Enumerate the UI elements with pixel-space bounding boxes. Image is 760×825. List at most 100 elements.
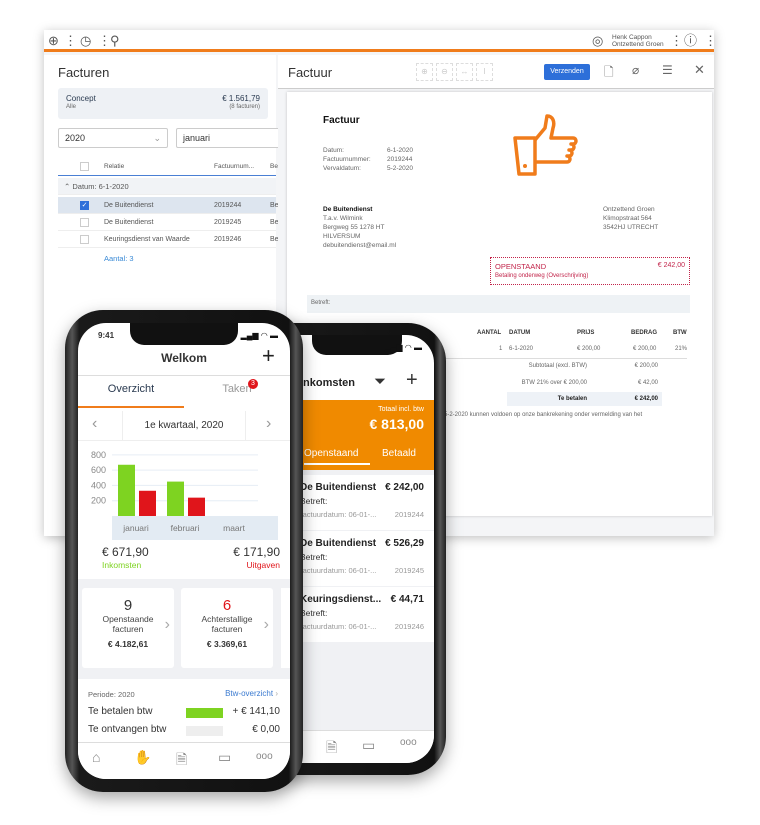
fit-height-icon[interactable]: I — [476, 63, 493, 81]
column-b[interactable]: Be — [270, 163, 278, 170]
period-label: 1e kwartaal, 2020 — [122, 411, 246, 441]
status-badge: OPENSTAAND € 242,00 Betaling onderweg (O… — [490, 257, 690, 285]
row-checkbox[interactable] — [80, 218, 89, 227]
invoice-heading: Factuur — [323, 115, 360, 126]
help-icon[interactable]: ⓘ — [684, 33, 698, 48]
y-tick-label: 600 — [91, 465, 106, 475]
top-toolbar: ⊕ ⋮ ◷ ⋮ ⚲ ◎ Henk Cappon Ontzettend Groen… — [44, 30, 714, 52]
item-name: Keuringsdienst... — [300, 594, 382, 605]
vat-pay-bar — [186, 708, 223, 718]
y-tick-label: 800 — [91, 450, 106, 460]
preview-icon[interactable]: 🗋 — [604, 65, 614, 79]
expense-label: Uitgaven — [246, 560, 280, 570]
concept-count: (8 facturen) — [229, 104, 260, 110]
detail-title: Factuur — [288, 65, 333, 80]
group-header[interactable]: ⌃ Datum: 6-1-2020 — [58, 178, 276, 195]
send-button[interactable]: Verzenden — [544, 64, 590, 80]
tab-overzicht[interactable]: Overzicht — [78, 383, 184, 408]
clock-icon[interactable]: ◷ — [80, 33, 92, 48]
row-checkbox[interactable] — [80, 235, 89, 244]
close-icon[interactable]: ✕ — [694, 62, 705, 77]
add-icon[interactable]: + — [262, 343, 275, 368]
filter-icon[interactable]: ⏷ — [374, 373, 387, 390]
sender-address: Ontzettend Groen Klimopstraat 564 3542HJ U… — [603, 206, 659, 231]
user-icon[interactable]: ◎ — [592, 33, 604, 48]
item-betreft: Betreft: — [300, 552, 328, 562]
y-tick-label: 200 — [91, 496, 106, 506]
user-name: Henk Cappon — [612, 34, 652, 41]
list-icon[interactable]: ☰ — [662, 63, 673, 77]
recipient-address: De Buitendienst T.a.v. Wilmink Bergweg 55 … — [323, 206, 397, 249]
select-all-checkbox[interactable] — [80, 162, 89, 171]
prev-period-button[interactable]: ‹ — [92, 415, 98, 432]
chevron-right-icon: › — [164, 616, 170, 633]
year-select[interactable]: 2020 ⌄ — [58, 128, 168, 148]
item-amount: € 44,71 — [390, 594, 424, 605]
next-period-button[interactable]: › — [266, 415, 272, 432]
income-icon[interactable]: ✋ — [134, 749, 152, 765]
phone-overview: 9:41 ▂▄▆ ◠ ▬ Welkom + Overzicht Taken 3 … — [65, 310, 303, 792]
more-icon[interactable]: ⋮ — [64, 33, 77, 48]
more-icon[interactable]: ooo — [256, 751, 273, 762]
invoice-icon[interactable]: 🗎 — [326, 739, 338, 755]
vat-pay-label: Te betalen btw — [88, 706, 153, 717]
screen-title: Welkom — [161, 351, 207, 365]
more-icon[interactable]: ⋮ — [704, 33, 714, 48]
fit-width-icon[interactable]: ↔ — [456, 63, 473, 81]
item-name: De Buitendienst — [300, 538, 377, 549]
column-relatie[interactable]: Relatie — [104, 163, 125, 170]
bar — [167, 481, 184, 516]
overdue-invoices-card[interactable]: 6 Achterstallige facturen € 3.369,61 › — [181, 588, 273, 668]
home-icon[interactable]: ⌂ — [92, 749, 101, 765]
x-axis-band — [112, 516, 278, 540]
x-tick-label: maart — [223, 523, 245, 533]
more-icon[interactable]: ooo — [400, 737, 417, 748]
bar — [118, 464, 135, 516]
chevron-right-icon: › — [263, 616, 269, 633]
item-date: Factuurdatum: 06-01-... — [298, 622, 377, 631]
more-icon[interactable]: ⋮ — [670, 33, 683, 48]
income-total: € 671,90 — [102, 545, 149, 559]
user-info[interactable]: Henk Cappon Ontzettend Groen — [612, 34, 664, 48]
column-factuurnummer[interactable]: Factuurnum... — [214, 163, 255, 170]
table-row[interactable]: De Buitendienst 2019245 Be — [58, 214, 279, 231]
invoice-icon[interactable]: 🗎 — [176, 751, 188, 767]
zoom-in-icon[interactable]: ⊕ — [416, 63, 433, 81]
card-icon[interactable]: ▭ — [218, 749, 232, 765]
thumbs-up-logo — [513, 114, 578, 176]
total-row: Te betalen € 242,00 — [507, 392, 662, 406]
item-amount: € 526,29 — [385, 538, 424, 549]
item-betreft: Betreft: — [300, 608, 328, 618]
concept-label: Concept — [66, 94, 96, 103]
add-icon[interactable]: + — [406, 369, 418, 391]
screen-title: Inkomsten — [300, 377, 356, 389]
row-checkbox[interactable]: ✓ — [80, 201, 89, 210]
more-icon[interactable]: ⋮ — [98, 33, 111, 48]
bar — [188, 497, 205, 516]
search-icon[interactable]: ⚲ — [110, 33, 120, 48]
y-tick-label: 400 — [91, 480, 106, 490]
status-time: 9:41 — [98, 331, 115, 340]
open-invoices-card[interactable]: 9 Openstaande facturen € 4.182,61 › — [82, 588, 174, 668]
card-icon[interactable]: ▭ — [362, 737, 376, 753]
expense-total: € 171,90 — [233, 545, 280, 559]
zoom-out-icon[interactable]: ⊖ — [436, 63, 453, 81]
table-row[interactable]: ✓ De Buitendienst 2019244 Be — [58, 197, 279, 214]
vat-receive-bar — [186, 726, 223, 736]
table-row[interactable]: Keuringsdienst van Waarde 2019246 Be — [58, 231, 279, 248]
concept-summary[interactable]: Concept Alle € 1.561,79 (8 facturen) — [58, 88, 268, 119]
invoice-meta: Datum: 6-1-2020 Factuurnummer: 2019244 Ver… — [323, 147, 414, 172]
plus-icon[interactable]: ⊕ — [48, 33, 59, 48]
month-select[interactable]: januari — [176, 128, 286, 148]
attachment-icon[interactable]: ⌀ — [632, 63, 640, 77]
item-number: 2019246 — [394, 622, 424, 631]
payment-note: er 5-2-2020 kunnen voldoen op onze bankr… — [437, 412, 643, 418]
invoice-document: Factuur Datum: 6-1-2020 Factuurnummer: 201… — [287, 92, 712, 516]
tab-taken[interactable]: Taken — [222, 383, 252, 395]
btw-overview-link[interactable]: Btw-overzicht › — [225, 689, 278, 698]
tab-openstaand[interactable]: Openstaand — [304, 448, 370, 465]
tab-betaald[interactable]: Betaald — [382, 448, 416, 459]
concept-sub: Alle — [66, 104, 77, 110]
income-expense-chart: 200 400 600 800 januari februari maart — [91, 450, 278, 540]
bar — [139, 490, 156, 516]
